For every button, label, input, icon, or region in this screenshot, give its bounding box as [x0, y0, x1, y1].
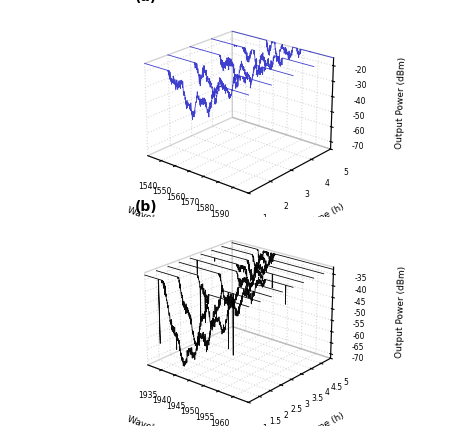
Y-axis label: Time (h): Time (h): [309, 411, 346, 426]
Y-axis label: Time (h): Time (h): [309, 202, 346, 227]
Text: (a): (a): [135, 0, 157, 4]
X-axis label: Wavelength (nm): Wavelength (nm): [126, 414, 202, 426]
Text: (b): (b): [135, 199, 157, 213]
X-axis label: Wavelength (nm): Wavelength (nm): [126, 205, 202, 241]
